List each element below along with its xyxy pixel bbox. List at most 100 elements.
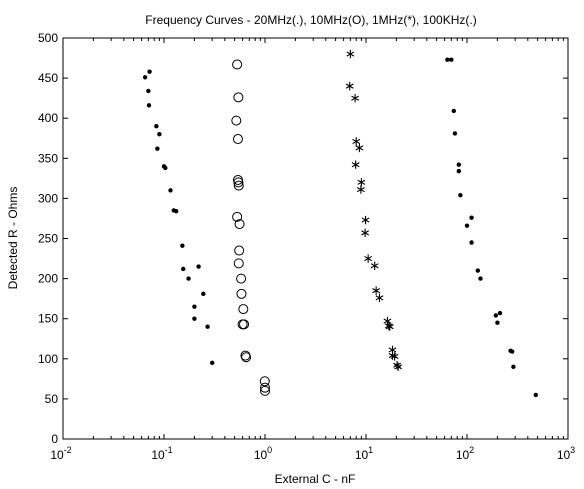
data-point-dot — [456, 168, 462, 174]
data-point-circle — [234, 219, 245, 230]
data-point-circle — [259, 376, 270, 387]
data-point-asterisk — [346, 49, 355, 59]
data-point-dot — [478, 276, 483, 281]
data-point-dot — [205, 324, 210, 329]
data-point-dot — [511, 364, 516, 370]
y-tick-label: 100 — [38, 352, 58, 366]
data-point-circle — [236, 273, 247, 284]
data-point-dot — [445, 57, 450, 62]
y-tick-label: 150 — [38, 312, 58, 326]
x-tick-label: 100 — [254, 445, 272, 462]
x-tick-label-exponent: 1 — [368, 445, 373, 455]
data-point-dot — [168, 188, 173, 193]
data-point-dot — [155, 146, 160, 151]
data-point-asterisk — [361, 215, 370, 225]
x-tick-label-exponent: -2 — [64, 445, 72, 455]
data-point-dot — [157, 132, 162, 137]
data-point-dot — [181, 266, 186, 272]
data-point-dot — [452, 131, 458, 136]
data-point-circle — [234, 245, 245, 256]
data-point-dot — [147, 69, 152, 74]
x-tick-label-base: 10 — [557, 448, 571, 462]
data-point-dot — [493, 313, 499, 318]
data-point-dot — [469, 240, 474, 245]
x-tick-label-base: 10 — [456, 448, 470, 462]
data-point-asterisk — [375, 293, 384, 303]
y-tick-label: 450 — [38, 71, 58, 85]
x-tick-label-base: 10 — [50, 448, 64, 462]
data-point-asterisk — [352, 137, 361, 146]
data-point-asterisk — [355, 143, 364, 153]
data-point-dot — [449, 57, 454, 62]
x-tick-label-exponent: 0 — [267, 445, 272, 455]
data-point-dot — [192, 304, 197, 309]
data-marks — [142, 49, 539, 398]
data-point-dot — [186, 276, 191, 281]
data-point-asterisk — [357, 178, 366, 187]
data-point-asterisk — [383, 316, 392, 326]
data-point-dot — [180, 243, 185, 248]
x-tick-label-base: 10 — [355, 448, 369, 462]
data-point-dot — [201, 291, 206, 297]
y-tick-label: 500 — [38, 31, 58, 45]
data-point-asterisk — [364, 254, 373, 263]
data-point-asterisk — [390, 352, 399, 361]
data-point-circle — [233, 180, 244, 191]
data-point-dot — [192, 316, 197, 321]
data-point-dot — [475, 268, 481, 273]
data-point-dot — [497, 310, 503, 316]
y-tick-label: 400 — [38, 111, 58, 125]
data-point-circle — [236, 288, 247, 299]
data-point-circle — [239, 319, 250, 330]
x-tick-label: 101 — [355, 445, 373, 462]
data-point-circle — [233, 177, 244, 188]
data-point-dot — [209, 360, 215, 366]
data-point-circle — [232, 211, 243, 222]
data-point-asterisk — [361, 228, 370, 238]
data-point-asterisk — [345, 81, 354, 91]
data-point-asterisk — [394, 362, 403, 372]
x-tick-label-base: 10 — [151, 448, 165, 462]
data-point-circle — [241, 352, 252, 363]
y-tick-label: 200 — [38, 272, 58, 286]
data-point-circle — [233, 92, 244, 103]
data-point-dot — [196, 264, 201, 269]
plot-area — [62, 37, 569, 440]
data-point-circle — [232, 59, 243, 70]
data-point-dot — [464, 223, 470, 228]
x-tick-label-exponent: -1 — [165, 445, 173, 455]
data-point-dot — [469, 215, 474, 220]
x-tick-label-base: 10 — [254, 448, 268, 462]
data-point-dot — [146, 88, 151, 94]
data-point-circle — [238, 304, 249, 315]
y-tick-label: 350 — [38, 151, 58, 165]
data-point-asterisk — [372, 286, 381, 295]
x-tick-label-exponent: 3 — [570, 445, 575, 455]
x-tick-label: 103 — [557, 445, 575, 462]
data-point-dot — [451, 108, 456, 114]
data-point-dot — [509, 349, 515, 354]
y-axis: 0 50 100 150 200 250 300 350 400 450 500 — [38, 31, 568, 446]
y-tick-label: 300 — [38, 191, 58, 205]
x-axis: 10-2 10-1 100 101 102 103 — [50, 38, 575, 462]
data-point-dot — [142, 75, 148, 80]
data-point-dot — [173, 209, 179, 214]
data-point-asterisk — [370, 261, 379, 270]
x-tick-label: 10-2 — [50, 445, 71, 462]
data-point-dot — [154, 124, 159, 129]
x-axis-label: External C - nF — [275, 472, 356, 486]
data-point-asterisk — [351, 93, 360, 103]
data-point-circle — [260, 385, 270, 396]
data-point-dot — [533, 392, 539, 398]
x-tick-label: 102 — [456, 445, 474, 462]
data-point-circle — [233, 258, 244, 269]
x-tick-label-exponent: 2 — [469, 445, 474, 455]
y-axis-label: Detected R - Ohms — [6, 187, 20, 290]
data-point-dot — [458, 192, 463, 198]
data-point-circle — [231, 115, 242, 126]
data-point-dot — [456, 162, 462, 167]
data-point-asterisk — [385, 322, 394, 331]
chart-title: Frequency Curves - 20MHz(.), 10MHz(O), 1… — [145, 13, 476, 27]
y-tick-label: 250 — [38, 232, 58, 246]
